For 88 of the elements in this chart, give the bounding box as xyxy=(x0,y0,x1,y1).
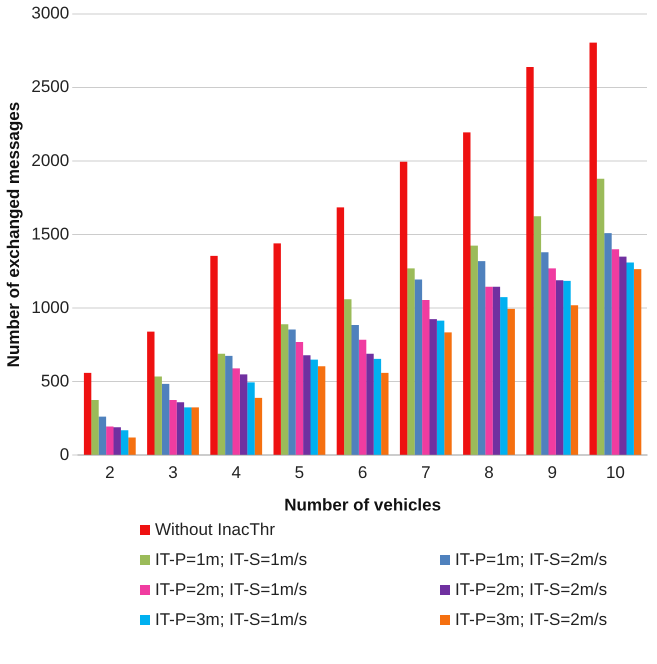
bar xyxy=(570,305,578,455)
bar xyxy=(247,382,255,455)
bar xyxy=(430,319,437,455)
bar xyxy=(280,324,288,455)
bar xyxy=(310,360,318,455)
bar xyxy=(114,427,121,455)
y-axis-title: Number of exchanged messages xyxy=(4,102,23,368)
legend-label: Without InacThr xyxy=(155,520,275,540)
bar xyxy=(526,66,534,455)
y-tick-label: 2000 xyxy=(31,150,70,170)
bar xyxy=(218,354,226,455)
bar xyxy=(407,268,415,455)
bar xyxy=(492,286,500,455)
bar xyxy=(106,426,114,455)
legend-label: IT-P=1m; IT-S=1m/s xyxy=(155,550,308,570)
bar xyxy=(225,356,233,455)
x-axis-title: Number of vehicles xyxy=(284,495,442,514)
bar xyxy=(154,376,162,455)
bar xyxy=(176,402,184,455)
bar xyxy=(169,400,177,455)
bar xyxy=(548,268,556,455)
legend-label: IT-P=2m; IT-S=1m/s xyxy=(155,580,308,600)
y-tick-label: 2500 xyxy=(31,77,70,96)
bar xyxy=(619,256,627,455)
y-tick-label: 3000 xyxy=(31,4,70,23)
bar xyxy=(381,372,389,455)
bar xyxy=(296,342,304,455)
bar xyxy=(534,216,542,455)
x-tick-label: 5 xyxy=(294,463,304,482)
bar xyxy=(634,269,642,455)
x-tick-label: 2 xyxy=(105,463,115,482)
bar xyxy=(254,398,262,455)
bar xyxy=(358,340,366,455)
x-tick-label: 7 xyxy=(421,463,431,482)
x-tick-label: 10 xyxy=(606,463,625,482)
bar xyxy=(414,279,422,455)
bar xyxy=(478,261,486,455)
bar xyxy=(240,374,248,455)
bar xyxy=(147,332,155,455)
bar xyxy=(508,308,515,455)
bar xyxy=(318,366,326,455)
bar xyxy=(612,249,620,455)
x-tick-label: 9 xyxy=(547,463,557,482)
y-tick-label: 1500 xyxy=(31,224,70,244)
legend-label: IT-P=1m; IT-S=2m/s xyxy=(455,550,608,570)
bar xyxy=(626,262,634,455)
bar xyxy=(436,320,444,455)
bar xyxy=(232,368,240,455)
bar xyxy=(444,332,452,455)
bar xyxy=(192,407,199,455)
bar xyxy=(303,355,311,455)
bar xyxy=(604,233,612,455)
bar xyxy=(162,384,170,455)
x-tick-label: 6 xyxy=(358,463,368,482)
x-tick-label: 3 xyxy=(168,463,178,482)
bar xyxy=(128,438,136,455)
bar xyxy=(210,256,218,455)
x-tick-label: 4 xyxy=(231,463,241,482)
legend-label: IT-P=3m; IT-S=2m/s xyxy=(455,610,608,630)
legend-label: IT-P=3m; IT-S=1m/s xyxy=(155,610,308,630)
bar xyxy=(589,42,597,455)
bar xyxy=(98,416,106,455)
bar xyxy=(485,286,493,455)
bar xyxy=(288,329,296,455)
legend-label: IT-P=2m; IT-S=2m/s xyxy=(455,580,608,600)
y-tick-label: 500 xyxy=(40,371,70,390)
bar xyxy=(366,354,374,455)
bar xyxy=(563,280,571,455)
bar xyxy=(344,299,352,455)
bar xyxy=(596,178,604,455)
bar xyxy=(556,280,564,455)
bar xyxy=(541,252,548,455)
bar xyxy=(422,300,430,455)
y-tick-label: 0 xyxy=(60,444,70,464)
bar xyxy=(400,162,408,455)
bar xyxy=(463,132,470,455)
bar xyxy=(91,400,99,455)
bar xyxy=(184,407,192,455)
x-tick-label: 8 xyxy=(484,463,494,482)
bar xyxy=(84,372,92,455)
bar xyxy=(374,358,382,455)
y-tick-label: 1000 xyxy=(31,298,70,317)
bar xyxy=(352,325,359,455)
bar xyxy=(274,243,281,455)
bar xyxy=(470,246,478,455)
bar xyxy=(500,297,508,455)
bar xyxy=(120,430,128,455)
bar xyxy=(336,207,344,455)
